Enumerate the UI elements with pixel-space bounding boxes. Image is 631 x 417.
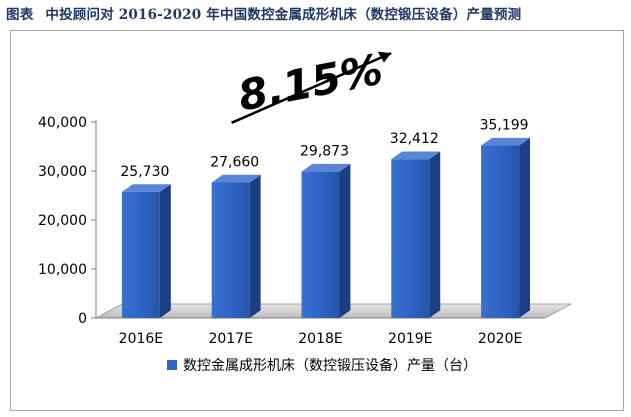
bar-top [391,151,441,160]
bar-side [429,151,441,318]
bar-side [159,184,171,318]
bar-2020E [481,137,531,318]
y-tick-label: 10,000 [38,262,87,278]
growth-arrow-line [231,51,392,124]
growth-annotation: 8.15% [231,45,392,124]
y-tick-label: 20,000 [38,213,87,229]
bar-top [121,184,171,192]
bar-front [301,171,340,318]
growth-rate-text: 8.15% [234,45,386,121]
bar-side [249,174,261,318]
x-tick-label: 2017E [208,331,252,347]
bar-chart: 0 10,000 20,000 30,000 40,000 25,730 2016E 27,… [38,45,572,374]
data-label: 25,730 [120,164,169,180]
data-label: 35,199 [480,118,529,134]
bar-2017E [211,174,261,318]
legend-swatch [167,360,177,370]
data-label: 32,412 [390,131,439,147]
x-tick-label: 2018E [298,331,342,347]
growth-arrow-head [377,51,392,63]
x-tick-label: 2020E [478,331,522,347]
bar-front [481,145,520,318]
y-tick-label: 30,000 [38,164,87,180]
legend-label: 数控金属成形机床（数控锻压设备）产量（台） [183,357,477,374]
bar-front [211,182,250,318]
bar-side [339,163,351,318]
bar-front [121,191,160,318]
data-label: 29,873 [300,144,349,160]
y-tick-label: 40,000 [38,115,87,131]
bar-top [211,174,261,183]
bar-side [519,137,531,318]
bar-2016E [121,184,171,318]
bar-2019E [391,151,441,318]
figure-title: 图表 中投顾问对 2016-2020 年中国数控金属成形机床（数控锻压设备）产量预… [6,4,626,26]
figure-title-text: 中投顾问对 2016-2020 年中国数控金属成形机床（数控锻压设备）产量预测 [45,7,522,23]
bar-top [481,137,531,146]
data-label: 27,660 [210,154,259,170]
bar-top [301,163,351,172]
bar-2018E [301,163,351,318]
bar-front [391,159,430,318]
figure-label: 图表 [6,7,34,23]
chart-frame: 0 10,000 20,000 30,000 40,000 25,730 2016E 27,… [10,30,624,411]
x-tick-label: 2016E [119,331,163,347]
x-tick-label: 2019E [388,331,432,347]
y-tick-label: 0 [78,311,87,327]
